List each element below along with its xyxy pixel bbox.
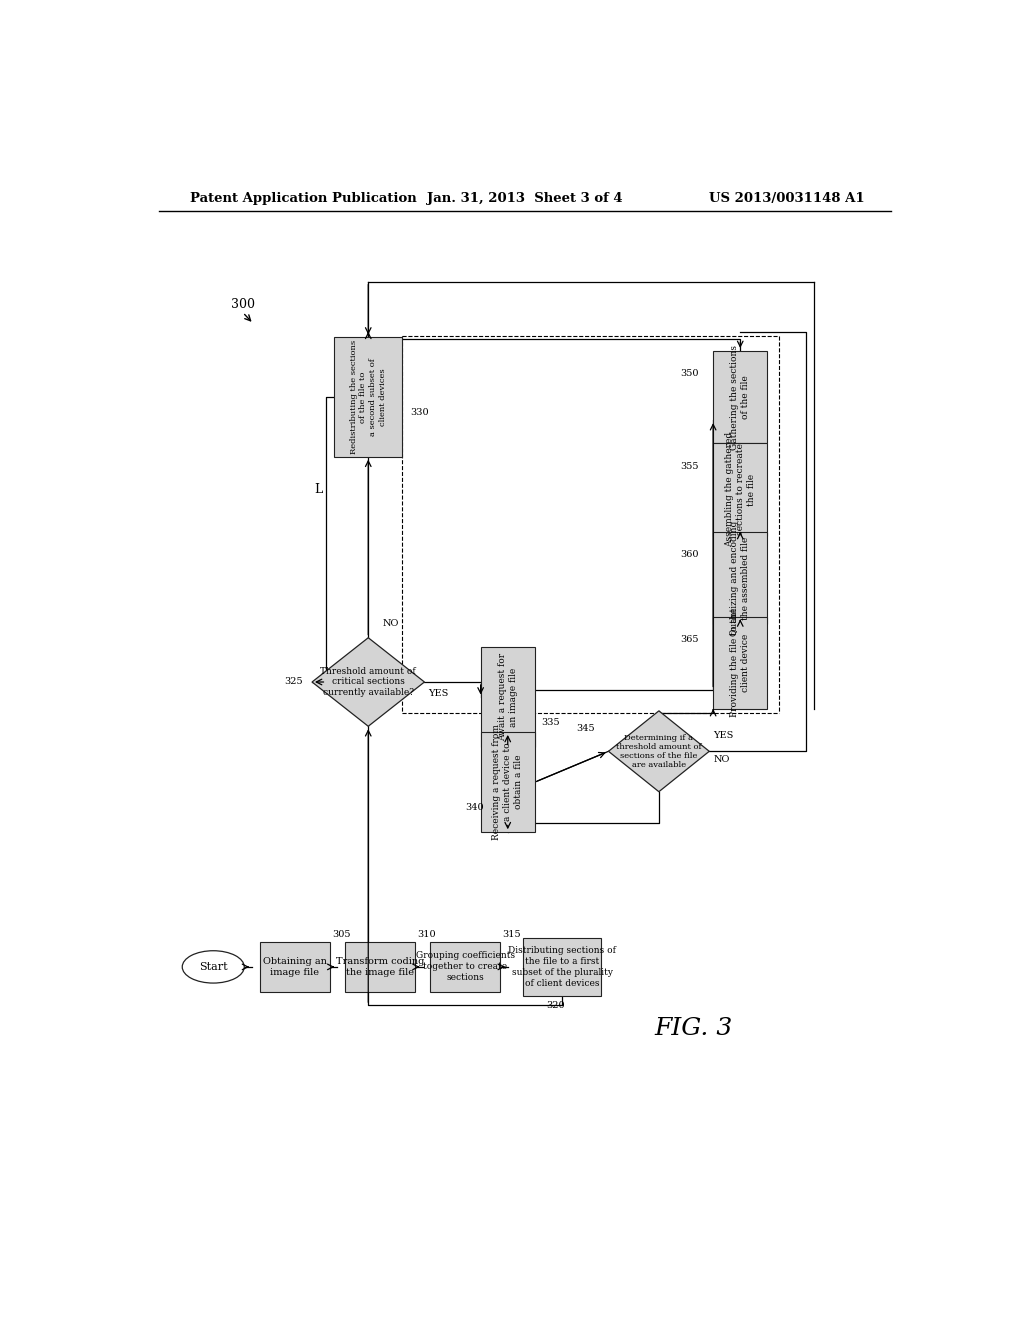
FancyBboxPatch shape	[480, 647, 535, 747]
Text: Obtaining an
image file: Obtaining an image file	[263, 957, 327, 977]
FancyBboxPatch shape	[713, 532, 767, 624]
Ellipse shape	[182, 950, 245, 983]
Text: 315: 315	[503, 929, 521, 939]
Text: 335: 335	[541, 718, 560, 727]
Text: 360: 360	[681, 550, 699, 560]
Text: 300: 300	[231, 298, 255, 312]
FancyBboxPatch shape	[334, 338, 402, 457]
Text: Transform coding
the image file: Transform coding the image file	[336, 957, 424, 977]
Text: 345: 345	[575, 723, 595, 733]
Text: Assembling the gathered
sections to recreate
the file: Assembling the gathered sections to recr…	[725, 432, 756, 546]
FancyBboxPatch shape	[345, 942, 415, 991]
Text: Threshold amount of
critical sections
currently available?: Threshold amount of critical sections cu…	[321, 667, 416, 697]
Text: YES: YES	[428, 689, 449, 698]
Text: 305: 305	[332, 929, 350, 939]
Text: Determining if a
threshold amount of
sections of the file
are available: Determining if a threshold amount of sec…	[616, 734, 701, 770]
Polygon shape	[312, 638, 424, 726]
FancyBboxPatch shape	[713, 616, 767, 709]
FancyBboxPatch shape	[713, 351, 767, 444]
FancyBboxPatch shape	[260, 942, 330, 991]
Text: NO: NO	[713, 755, 729, 763]
Text: Distributing sections of
the file to a first
subset of the plurality
of client d: Distributing sections of the file to a f…	[508, 945, 616, 989]
Text: FIG. 3: FIG. 3	[654, 1016, 733, 1040]
Text: 330: 330	[410, 408, 429, 417]
Text: NO: NO	[382, 619, 398, 628]
Text: YES: YES	[713, 731, 733, 741]
Text: Await a request for
an image file: Await a request for an image file	[498, 653, 518, 742]
Text: Patent Application Publication: Patent Application Publication	[190, 191, 417, 205]
Text: 310: 310	[417, 929, 435, 939]
Text: Providing the file to the
client device: Providing the file to the client device	[730, 609, 751, 717]
Text: Jan. 31, 2013  Sheet 3 of 4: Jan. 31, 2013 Sheet 3 of 4	[427, 191, 623, 205]
Text: US 2013/0031148 A1: US 2013/0031148 A1	[709, 191, 864, 205]
Text: 320: 320	[547, 1002, 565, 1010]
Text: 325: 325	[284, 677, 303, 686]
Text: Gathering the sections
of the file: Gathering the sections of the file	[730, 345, 751, 450]
FancyBboxPatch shape	[430, 942, 500, 991]
Text: 365: 365	[681, 635, 699, 644]
Polygon shape	[608, 711, 710, 792]
Text: Redistributing the sections
of the file to
a second subset of
client devices: Redistributing the sections of the file …	[349, 341, 387, 454]
Text: Receiving a request from
a client device to
obtain a file: Receiving a request from a client device…	[493, 725, 523, 840]
Text: Start: Start	[199, 962, 227, 972]
FancyBboxPatch shape	[480, 733, 535, 832]
Text: 350: 350	[681, 370, 699, 379]
Text: 355: 355	[681, 462, 699, 471]
FancyBboxPatch shape	[713, 444, 767, 536]
Text: Grouping coefficients
together to create
sections: Grouping coefficients together to create…	[416, 952, 515, 982]
Text: Quantizing and encoding
the assembled file: Quantizing and encoding the assembled fi…	[730, 520, 751, 636]
FancyBboxPatch shape	[523, 939, 601, 995]
Text: L: L	[314, 483, 323, 496]
Text: 340: 340	[465, 803, 483, 812]
